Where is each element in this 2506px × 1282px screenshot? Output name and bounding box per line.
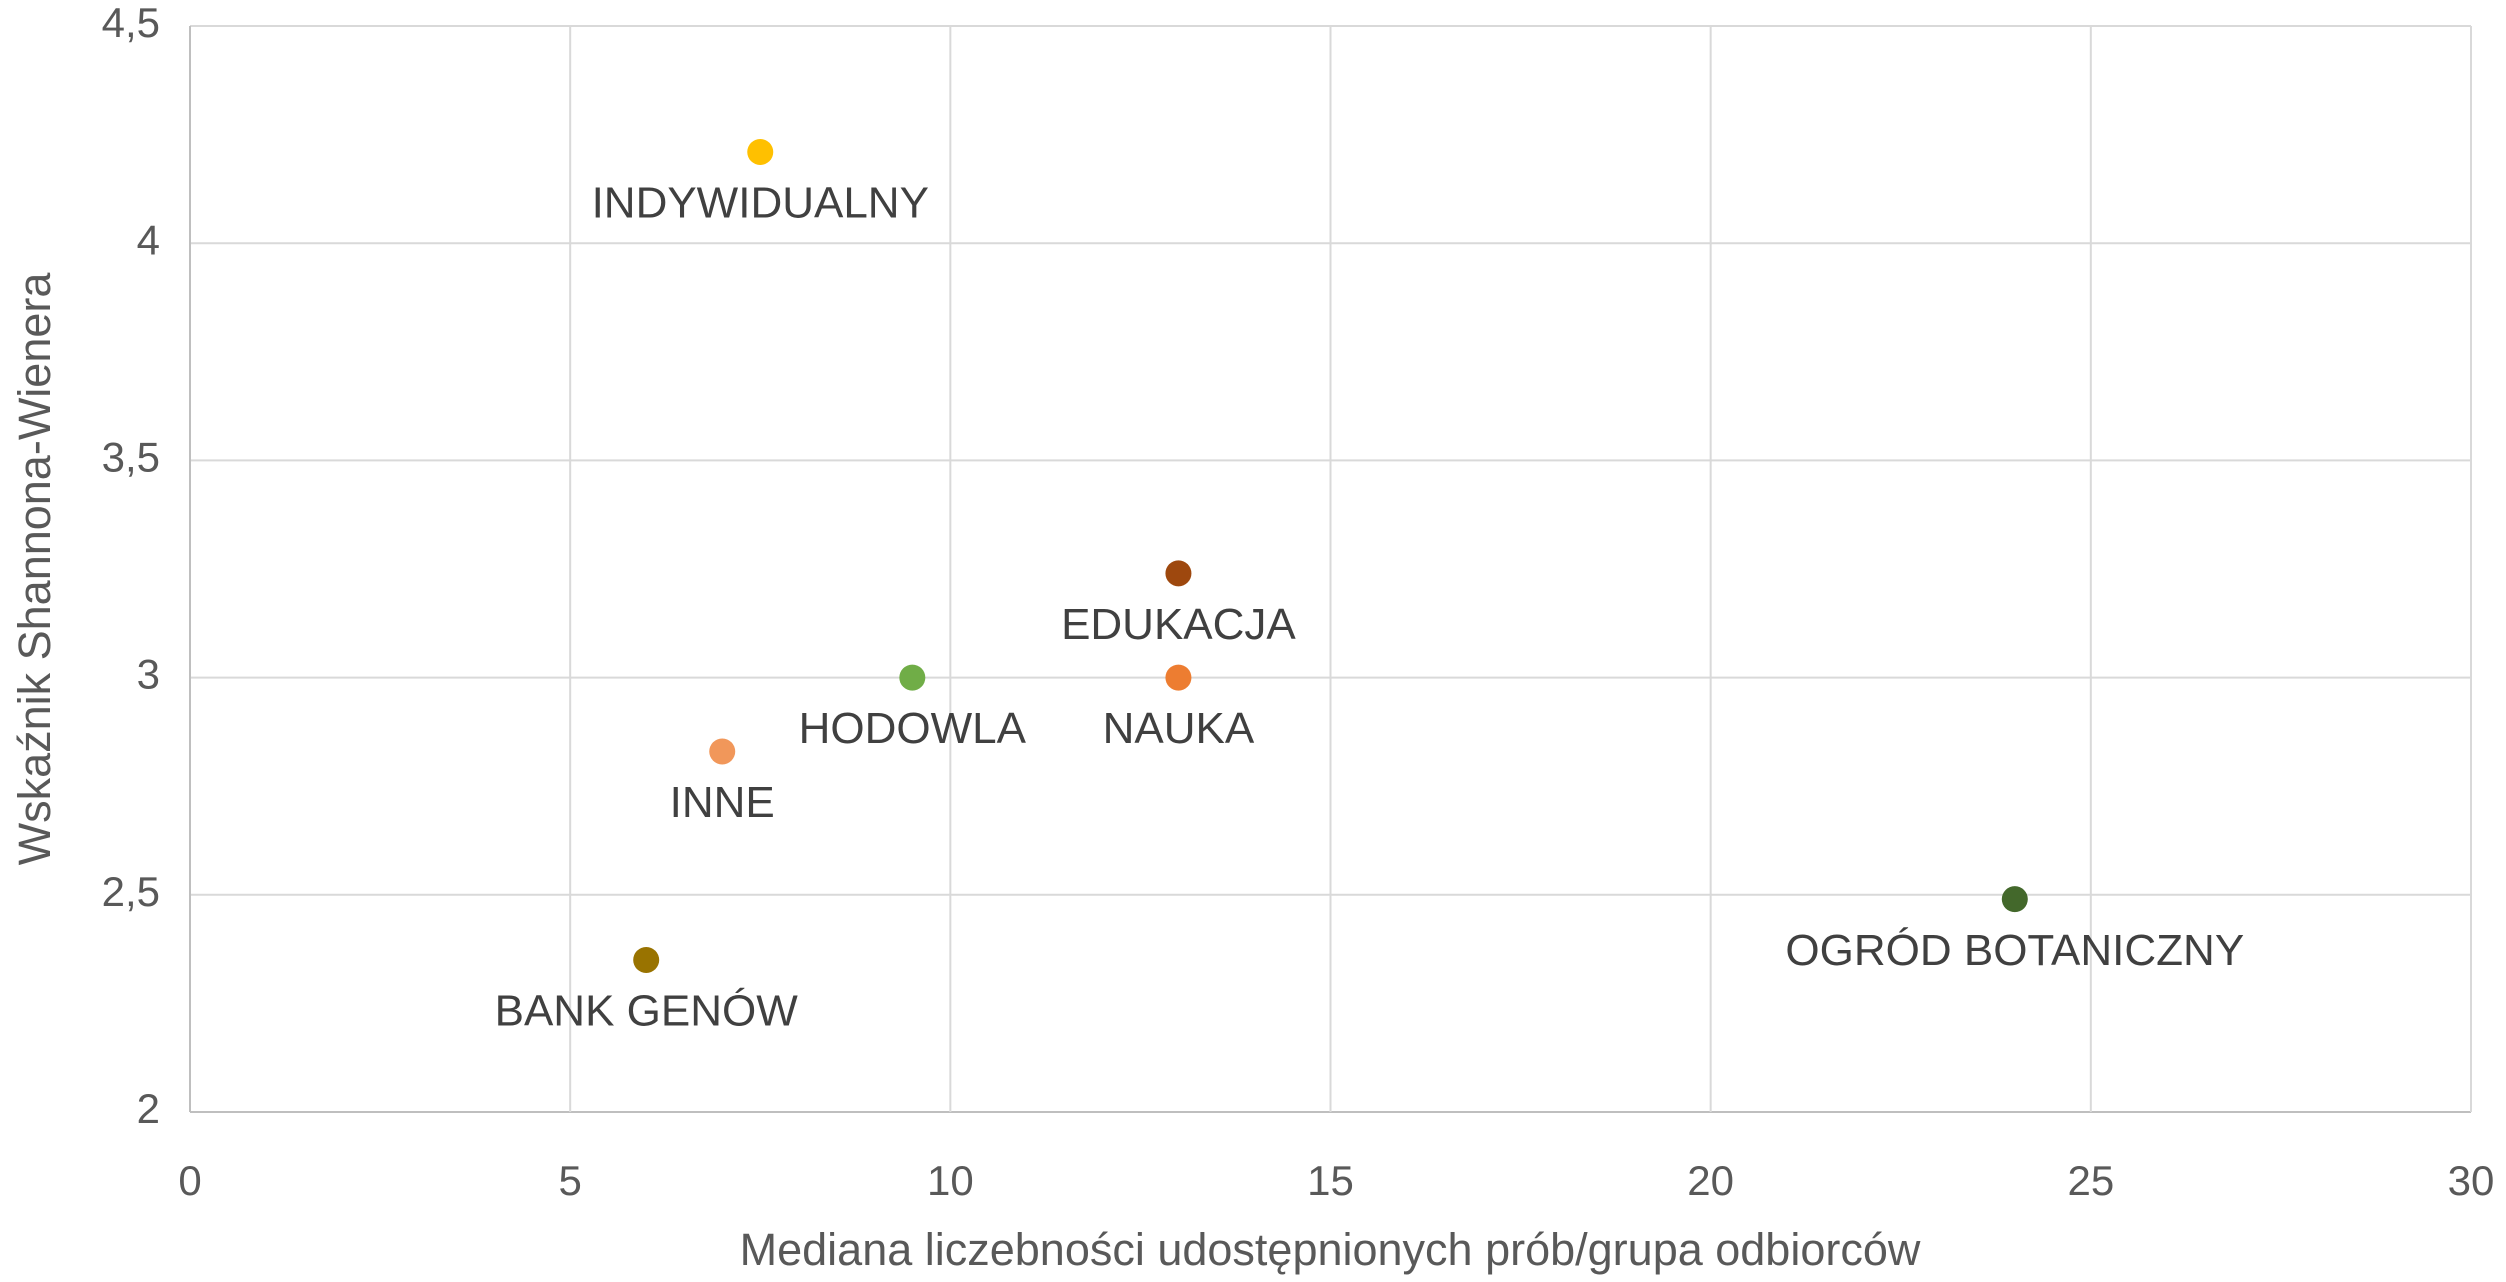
x-tick-label: 10 [927,1157,974,1204]
point [1165,664,1192,691]
y-tick-label: 3,5 [102,433,160,480]
y-tick-label: 4 [137,216,160,263]
x-tick-label: 15 [1307,1157,1354,1204]
y-tick-label: 2 [137,1085,160,1132]
y-tick-label: 2,5 [102,868,160,915]
data-label: INDYWIDUALNY [592,179,929,228]
data-label: OGRÓD BOTANICZNY [1785,926,2244,975]
point [1165,560,1192,587]
x-axis-title: Mediana liczebności udostępnionych prób/… [740,1224,1921,1275]
point [2001,886,2028,913]
x-tick-label: 20 [1687,1157,1734,1204]
point [633,946,660,973]
point [747,138,774,165]
x-tick-label: 0 [178,1157,201,1204]
x-tick-label: 5 [558,1157,581,1204]
point [899,664,926,691]
y-tick-label: 4,5 [102,0,160,46]
data-label: HODOWLA [799,704,1027,753]
point [709,738,736,765]
x-tick-label: 25 [2067,1157,2114,1204]
data-label: EDUKACJA [1061,600,1296,649]
data-label: NAUKA [1103,704,1255,753]
y-tick-label: 3 [137,651,160,698]
x-tick-label: 30 [2448,1157,2495,1204]
data-label: BANK GENÓW [495,987,799,1036]
y-axis-title: Wskaźnik Shannona-Wienera [9,272,60,866]
data-label: INNE [670,778,775,827]
